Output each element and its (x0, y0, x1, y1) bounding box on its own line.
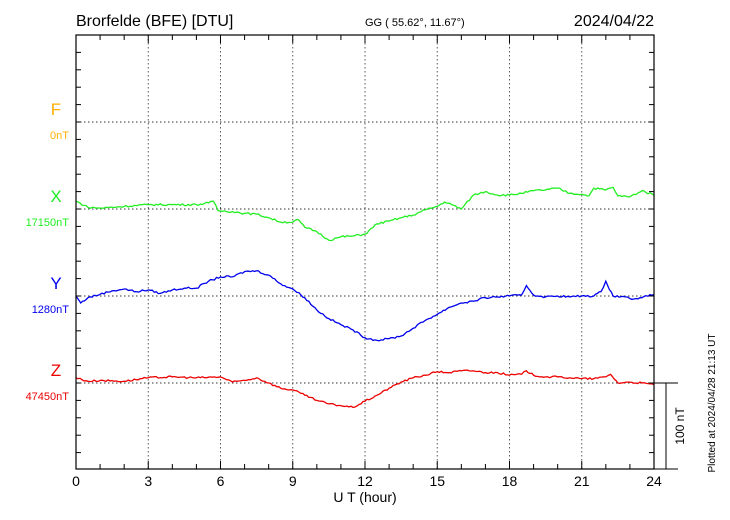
chart-title: Brorfelde (BFE) [DTU] (76, 13, 233, 30)
x-tick-label: 0 (72, 473, 80, 489)
x-tick-label: 12 (357, 473, 373, 489)
series-baseline-z: 47450nT (26, 391, 70, 403)
x-tick-label: 3 (144, 473, 152, 489)
axis-ticks (76, 35, 654, 469)
chart-date: 2024/04/22 (574, 13, 654, 30)
series-baseline-f: 0nT (50, 130, 69, 142)
series-labels: F 0nT X 17150nT Y 1280nT Z 47450nT (26, 100, 70, 403)
x-tick-label: 24 (646, 473, 662, 489)
trace-z (75, 369, 655, 409)
scale-bar-label: 100 nT (673, 407, 687, 445)
chart-subtitle: GG ( 55.62°, 11.67°) (365, 17, 465, 29)
series-baseline-y: 1280nT (32, 304, 70, 316)
x-tick-label: 6 (217, 473, 225, 489)
x-axis-label: U T (hour) (333, 489, 396, 505)
series-baseline-x: 17150nT (26, 217, 70, 229)
trace-y (75, 270, 655, 342)
traces (75, 186, 655, 409)
grid (76, 35, 654, 469)
x-tick-label: 15 (429, 473, 445, 489)
scale-bar: 100 nT (654, 382, 687, 470)
plotted-note: Plotted at 2024/04/28 21:13 UT (707, 334, 718, 473)
series-name-f: F (51, 100, 61, 119)
series-name-y: Y (50, 274, 61, 293)
x-tick-label: 9 (289, 473, 297, 489)
series-name-x: X (50, 187, 61, 206)
x-tick-labels: 0 3 6 9 12 15 18 21 24 (72, 473, 662, 489)
trace-x (75, 186, 655, 242)
series-name-z: Z (51, 361, 61, 380)
x-tick-label: 18 (502, 473, 518, 489)
x-tick-label: 21 (574, 473, 590, 489)
